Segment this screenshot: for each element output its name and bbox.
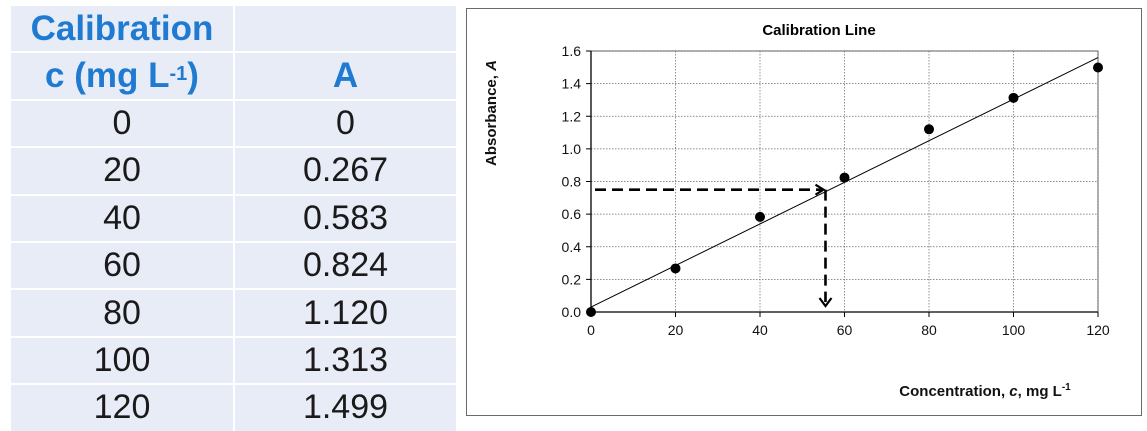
chart-title: Calibration Line	[762, 22, 875, 39]
header-c-end: )	[187, 56, 199, 96]
y-axis-label-italic: A	[483, 60, 500, 72]
x-tick-label: 0	[587, 322, 595, 338]
data-point	[924, 124, 934, 135]
x-axis-label: Concentration, c, mg L-1	[899, 382, 1071, 400]
header-calibration: Calibration	[11, 6, 233, 52]
data-point	[586, 307, 596, 317]
table-cell-c: 120	[11, 385, 233, 431]
data-point	[1093, 62, 1103, 73]
y-axis-label-main: Absorbance,	[483, 71, 500, 166]
header-c-sup: -1	[169, 62, 188, 85]
table-cell-a: 1.120	[235, 290, 456, 336]
x-axis-label-main: Concentration,	[899, 383, 1009, 400]
y-tick-label: 0.0	[562, 304, 582, 320]
data-point	[1008, 92, 1019, 103]
table-cell-c: 0	[11, 100, 233, 147]
y-tick-label: 0.4	[562, 239, 582, 255]
lookup-horizontal-arrowhead	[814, 183, 826, 196]
y-tick-label: 1.6	[562, 43, 582, 59]
x-axis-label-sup: -1	[1062, 382, 1071, 393]
header-calibration-text: Calibration	[30, 8, 214, 48]
header-absorbance: A	[235, 53, 456, 99]
header-a-text: A	[332, 56, 359, 96]
x-tick-label: 100	[1002, 322, 1026, 338]
table-cell-c: 20	[11, 148, 233, 194]
x-axis-label-unit: , mg L	[1018, 383, 1062, 400]
y-tick-label: 0.8	[562, 174, 582, 190]
x-tick-label: 120	[1086, 322, 1110, 338]
data-point	[839, 172, 850, 183]
x-tick-label: 40	[752, 322, 768, 338]
calibration-table: Calibration c (mg L -1) A 0 0 20 0.267 40…	[11, 6, 456, 431]
data-point	[670, 263, 681, 274]
table-cell-a: 0.824	[235, 242, 456, 289]
x-tick-label: 60	[837, 322, 853, 338]
header-empty-cell	[235, 6, 456, 52]
data-point	[755, 211, 765, 222]
y-tick-label: 1.4	[562, 76, 582, 92]
table-cell-a: 0	[235, 100, 456, 147]
y-tick-label: 1.2	[562, 108, 582, 124]
table-cell-c: 40	[11, 195, 233, 241]
table-cell-c: 100	[11, 337, 233, 384]
x-axis-label-italic: c	[1009, 383, 1018, 400]
table-cell-a: 0.583	[235, 195, 456, 241]
y-axis-label: Absorbance, A	[483, 60, 500, 166]
x-tick-label: 80	[921, 322, 937, 338]
header-c-main: c (mg L	[45, 56, 170, 96]
point-layer	[586, 62, 1103, 317]
tick-layer: 0.0 0.2 0.4 0.6 0.8 1.0 1.2 1.4 1.6 0 20 40 60 80 100 1…	[562, 43, 1110, 338]
calibration-chart: Calibration Line 0.0 0.2 0.4 0.6 0.8 1.0 1.2 1.…	[466, 8, 1142, 416]
table-cell-a: 1.313	[235, 337, 456, 384]
y-tick-label: 0.2	[562, 271, 582, 287]
table-cell-a: 0.267	[235, 148, 456, 194]
lookup-layer	[595, 183, 833, 308]
y-tick-label: 0.6	[562, 206, 582, 222]
x-tick-label: 20	[668, 322, 684, 338]
chart-svg: Calibration Line 0.0 0.2 0.4 0.6 0.8 1.0 1.2 1.…	[483, 22, 1110, 400]
y-tick-label: 1.0	[562, 141, 582, 157]
table-cell-c: 60	[11, 242, 233, 289]
table-cell-a: 1.499	[235, 385, 456, 431]
lookup-vertical-arrowhead	[818, 297, 833, 308]
header-concentration: c (mg L -1)	[11, 53, 233, 99]
table-cell-c: 80	[11, 290, 233, 336]
